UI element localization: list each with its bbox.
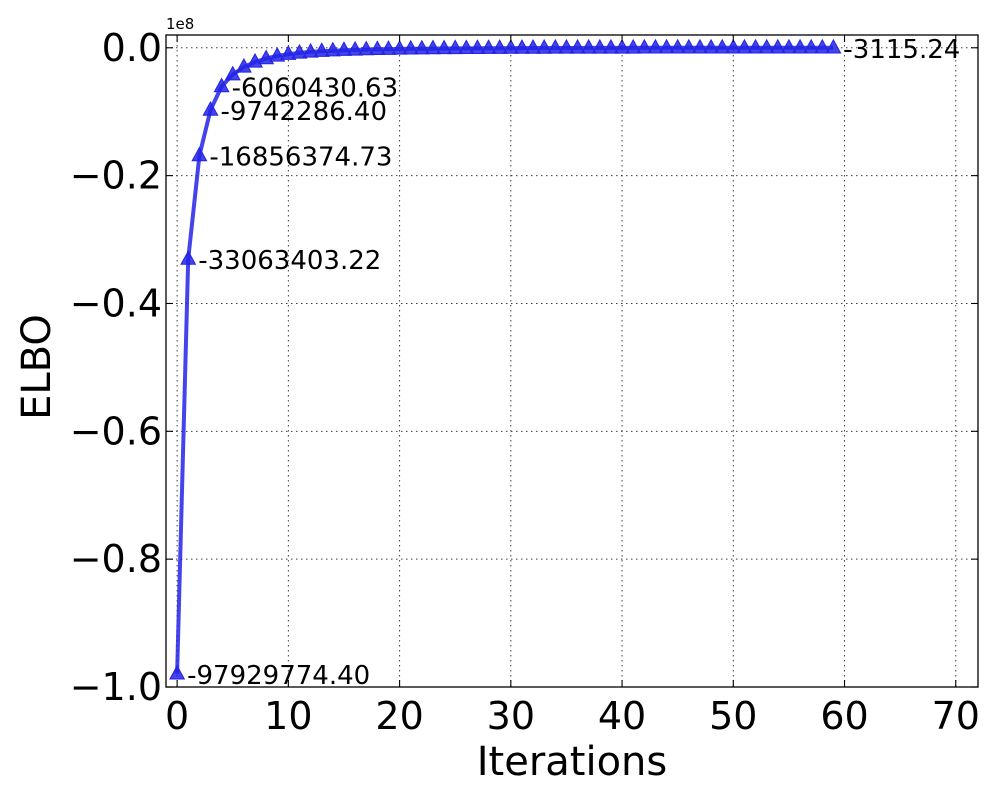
elbo-point-marker [714,38,731,54]
elbo-point-marker [391,39,408,55]
y-tick-label: −0.4 [70,281,162,325]
tick-layer: 0 10 20 30 40 50 60 70 −1.0 −0.8 −0.6 −0.4 −0.2 0.0 [70,26,980,738]
elbo-point-marker [825,38,842,54]
elbo-point-marker [480,39,497,54]
x-axis-title: Iterations [477,739,668,785]
elbo-point-marker [413,39,430,55]
elbo-point-marker [447,39,464,55]
elbo-point-marker [658,38,675,54]
elbo-point-marker [580,38,597,54]
data-label: -6060430.63 [232,74,399,104]
elbo-point-marker [491,39,508,54]
series-layer [169,38,842,680]
elbo-point-marker [680,38,697,54]
elbo-point-marker [647,38,664,54]
x-tick-label: 10 [264,694,312,738]
elbo-point-marker [469,39,486,54]
elbo-point-marker [558,38,575,54]
elbo-point-marker [235,57,252,73]
y-axis-title: ELBO [14,314,60,420]
data-label: -3115.24 [843,35,960,65]
elbo-point-marker [502,39,519,54]
elbo-point-marker [702,38,720,54]
elbo-point-marker [324,41,341,57]
elbo-point-marker [358,40,375,56]
elbo-point-marker [769,38,786,54]
elbo-point-marker [780,38,797,54]
data-label: -33063403.22 [198,246,381,276]
elbo-point-marker [424,39,442,55]
elbo-point-marker [402,39,419,55]
annotation-layer: -97929774.40 -33063403.22 -16856374.73 -974… [187,35,960,691]
elbo-point-marker [335,41,353,56]
elbo-point-marker [736,38,753,54]
elbo-point-marker [547,38,564,54]
elbo-point-marker [814,38,831,54]
elbo-point-marker [280,45,297,60]
data-label: -16856374.73 [209,143,392,173]
elbo-point-marker [725,38,742,54]
elbo-point-marker [291,43,308,59]
elbo-point-marker [302,42,319,58]
x-tick-label: 30 [487,694,535,738]
x-tick-label: 50 [709,694,757,738]
y-tick-label: −0.2 [70,154,162,198]
elbo-point-marker [803,38,820,54]
x-tick-label: 70 [932,694,980,738]
elbo-point-marker [758,38,775,54]
y-tick-label: −0.6 [70,409,162,453]
elbo-point-marker [169,664,186,680]
elbo-point-marker [369,40,386,56]
elbo-point-marker [347,40,364,56]
elbo-point-marker [525,38,542,54]
x-tick-label: 0 [165,694,189,738]
elbo-point-marker [569,38,586,54]
elbo-point-marker [380,40,397,55]
y-tick-label: −1.0 [70,665,162,709]
data-label: -97929774.40 [187,661,370,691]
plot-frame [165,34,979,688]
elbo-point-marker [258,49,275,65]
elbo-point-marker [669,38,686,54]
elbo-point-marker [636,38,653,54]
grid-layer [166,35,978,688]
elbo-point-marker [202,100,219,116]
x-tick-label: 20 [375,694,423,738]
elbo-point-marker [691,38,708,54]
elbo-point-marker [436,39,453,55]
elbo-point-marker [614,38,631,54]
y-tick-label: 0.0 [102,26,162,70]
elbo-point-marker [625,38,642,54]
elbo-point-marker [269,46,286,62]
data-label: -9742286.40 [220,97,387,127]
x-tick-label: 60 [820,694,868,738]
y-tick-label: −0.8 [70,537,162,581]
elbo-point-marker [191,146,208,162]
elbo-point-marker [602,38,619,54]
frame-layer [165,34,979,688]
elbo-point-marker [180,250,197,265]
elbo-point-marker [458,39,475,55]
x-tick-label: 40 [598,694,646,738]
elbo-point-marker [747,38,764,54]
elbo-point-marker [591,38,608,54]
y-offset-label: 1e8 [166,15,194,33]
elbo-point-marker [536,38,553,54]
elbo-point-marker [513,39,530,54]
elbo-point-marker [224,65,241,81]
elbo-point-marker [791,38,809,54]
elbo-point-marker [213,77,230,93]
elbo-point-marker [313,42,330,57]
